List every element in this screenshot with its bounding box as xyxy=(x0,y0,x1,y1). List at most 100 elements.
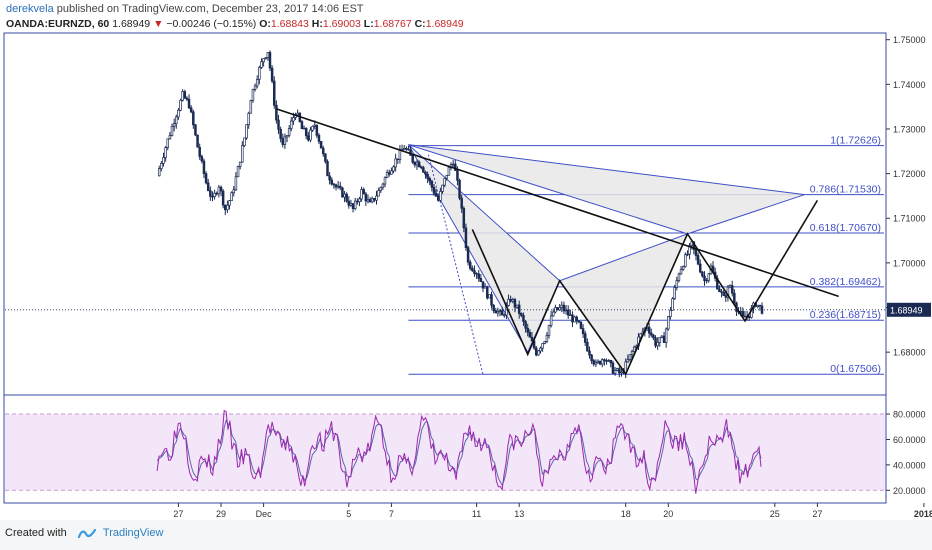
candle-body xyxy=(447,166,451,176)
candle-body xyxy=(411,155,414,163)
time-tick-label: 13 xyxy=(514,509,524,519)
rsi-line xyxy=(156,409,762,494)
candle-body xyxy=(307,135,310,141)
tradingview-brand[interactable]: TradingView xyxy=(102,527,164,539)
candle-body xyxy=(592,360,595,365)
price-tick-label: 1.68000 xyxy=(893,348,926,358)
candle-body xyxy=(560,304,564,308)
candle-body xyxy=(317,134,321,142)
candle-body xyxy=(618,368,621,374)
candle-body xyxy=(341,187,344,198)
time-tick-label: 5 xyxy=(346,509,351,519)
candle-body xyxy=(688,245,691,255)
candle-body xyxy=(243,137,246,147)
candle-body xyxy=(332,183,336,186)
candle-body xyxy=(198,146,201,157)
current-price-label: 1.68949 xyxy=(890,305,923,315)
candle-body xyxy=(319,141,323,149)
symbol-label[interactable]: OANDA:EURNZD, 60 xyxy=(6,18,110,30)
candle-body xyxy=(730,285,734,294)
candle-body xyxy=(458,179,461,199)
candle-body xyxy=(707,273,711,281)
candle-body xyxy=(615,368,619,371)
author-link[interactable]: derekvela xyxy=(6,3,54,15)
candle-body xyxy=(388,171,391,175)
candle-body xyxy=(234,176,238,191)
candle-body xyxy=(413,161,417,166)
candle-body xyxy=(549,315,553,326)
candle-body xyxy=(247,112,250,125)
candle-body xyxy=(324,153,327,162)
candle-body xyxy=(268,52,272,69)
projection-dotted-line xyxy=(427,154,484,375)
candle-body xyxy=(181,91,184,101)
candle-body xyxy=(164,147,167,158)
candle-body xyxy=(468,261,472,269)
created-with-text: Created with xyxy=(5,527,67,539)
candle-body xyxy=(528,331,532,338)
candle-body xyxy=(166,138,170,148)
abcd-zigzag xyxy=(471,199,819,376)
candle-body xyxy=(477,273,480,279)
time-axis[interactable]: 27 29 Dec 5 7 11 13 18 20 25 27 2018 xyxy=(173,503,932,519)
candle-body xyxy=(377,190,380,197)
candle-body xyxy=(160,163,163,170)
time-tick-label: 2018 xyxy=(914,509,932,519)
drawing-lines[interactable] xyxy=(276,108,839,376)
candle-body xyxy=(545,334,549,342)
candle-body xyxy=(402,148,406,150)
candle-body xyxy=(677,273,681,281)
candle-body xyxy=(741,311,745,317)
down-arrow-icon: ▼ xyxy=(153,18,164,30)
candle-body xyxy=(392,166,395,172)
footer-strip xyxy=(0,520,932,550)
candle-body xyxy=(758,304,762,307)
candle-body xyxy=(496,311,500,314)
candle-body xyxy=(462,207,466,229)
candle-body xyxy=(385,171,389,178)
candle-body xyxy=(196,134,199,148)
candle-body xyxy=(703,275,706,281)
candle-body xyxy=(443,177,446,186)
candle-body xyxy=(722,291,725,296)
candle-body xyxy=(311,125,314,131)
harmonic-triangle-bcd xyxy=(558,232,689,376)
candle-body xyxy=(486,286,489,299)
candle-body xyxy=(366,199,370,202)
current-price-marker: 1.68949 xyxy=(5,302,931,317)
published-text: published on TradingView.com, December 2… xyxy=(56,3,364,15)
candle-body xyxy=(481,281,485,289)
candle-body xyxy=(281,138,285,145)
candle-body xyxy=(686,253,689,256)
candle-body xyxy=(511,299,515,302)
candle-body xyxy=(296,112,299,116)
candle-body xyxy=(277,119,280,130)
candle-body xyxy=(368,199,372,203)
rsi-axis[interactable]: 80.0000 60.0000 40.0000 20.0000 xyxy=(886,410,926,496)
price-tick-label: 1.71000 xyxy=(893,214,926,224)
candle-body xyxy=(507,298,510,306)
candle-body xyxy=(241,145,244,163)
candle-body xyxy=(456,170,459,181)
candle-body xyxy=(605,360,608,362)
candle-body xyxy=(669,309,672,317)
candle-body xyxy=(194,124,197,136)
high-value: 1.69003 xyxy=(322,18,361,30)
candle-body xyxy=(275,104,278,121)
candle-body xyxy=(609,359,613,364)
candle-body xyxy=(405,148,408,150)
candle-body xyxy=(236,166,240,178)
candle-body xyxy=(300,121,304,130)
fib-label-1: 1(1.72626) xyxy=(830,135,881,147)
candle-body xyxy=(183,91,187,99)
candle-body xyxy=(675,280,679,288)
candle-body xyxy=(656,341,659,347)
candle-body xyxy=(611,362,615,374)
rsi-lines xyxy=(156,409,762,494)
candle-body xyxy=(673,287,676,300)
rsi-signal-line xyxy=(156,419,762,487)
candle-body xyxy=(189,107,193,113)
candle-body xyxy=(577,320,581,323)
candle-body xyxy=(396,158,400,160)
